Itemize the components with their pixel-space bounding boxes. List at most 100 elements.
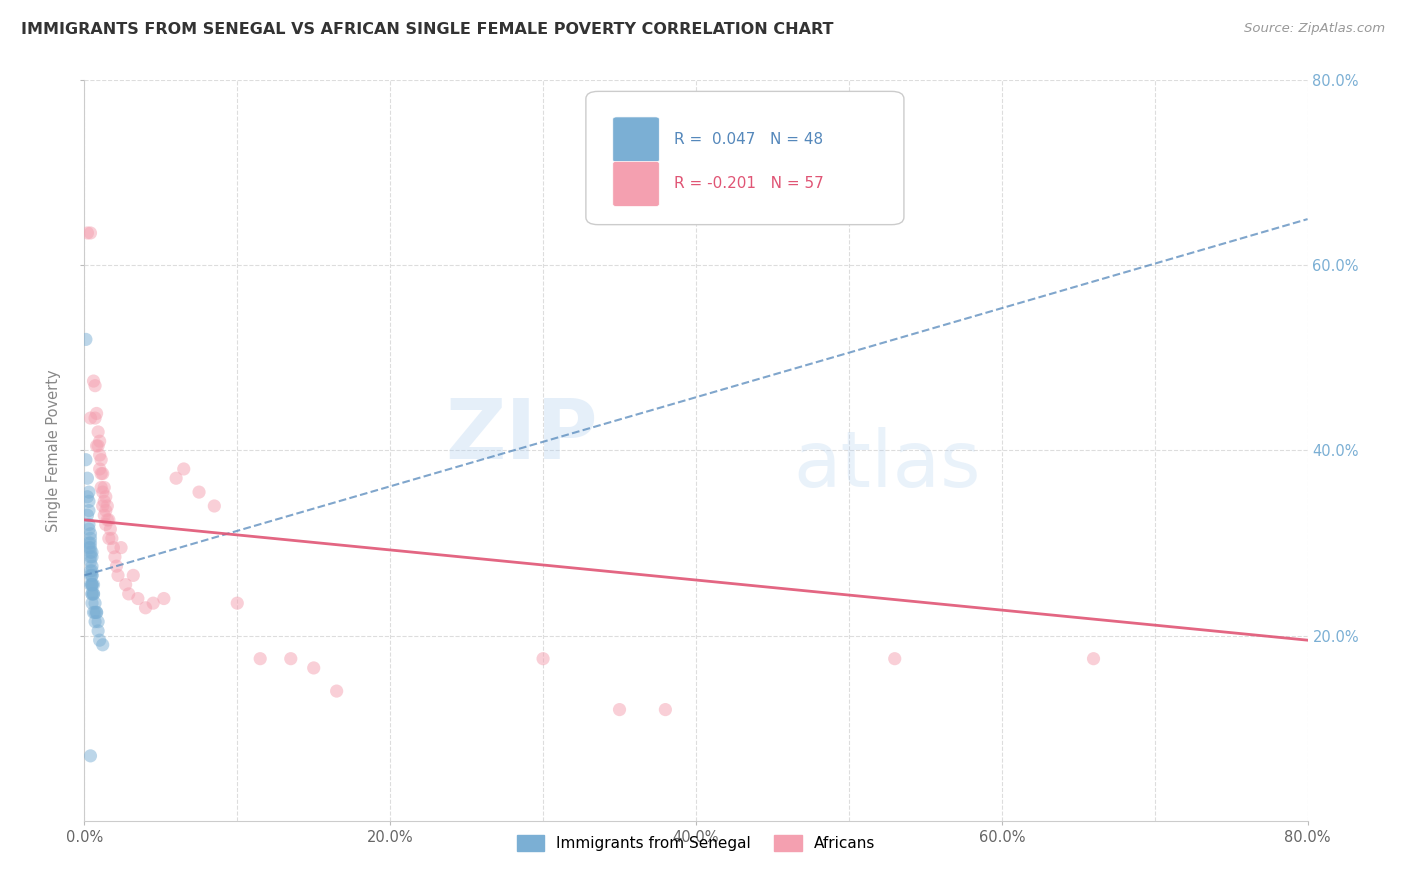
Point [77,541,100,555]
Point [80,587,103,601]
Point [86,606,108,620]
Point [90,467,112,481]
Point [80,545,103,559]
Point [77,485,100,500]
Point [173,462,195,476]
Point [98,522,121,536]
Point [83,606,105,620]
Point [325,684,347,698]
Point [76,471,98,485]
Point [165,471,187,485]
Point [80,587,103,601]
Point [89,462,111,476]
Legend: Immigrants from Senegal, Africans: Immigrants from Senegal, Africans [510,830,882,857]
Point [89,434,111,449]
Point [80,564,103,578]
Point [83,587,105,601]
Point [84,596,107,610]
Point [86,439,108,453]
Point [280,651,302,665]
Point [107,568,129,582]
Point [77,522,100,536]
Point [101,532,124,546]
Point [96,499,118,513]
Point [302,661,325,675]
Point [89,448,111,462]
Point [97,532,120,546]
Point [87,425,110,439]
Point [80,559,103,574]
Point [80,577,103,591]
Point [83,587,105,601]
Point [83,577,105,591]
Point [1083,651,1105,665]
Point [79,541,101,555]
Text: R =  0.047   N = 48: R = 0.047 N = 48 [673,132,823,147]
Point [153,591,176,606]
Point [226,596,249,610]
Point [75,332,97,346]
Point [84,615,107,629]
Point [79,748,101,763]
Point [96,513,118,527]
Point [93,508,115,523]
Point [93,481,115,495]
Text: atlas: atlas [794,427,981,503]
Point [91,485,114,500]
Point [531,651,554,665]
Point [87,624,110,638]
Point [86,407,108,421]
Point [79,549,101,564]
Point [80,577,103,591]
Point [114,577,136,591]
Point [87,439,110,453]
Point [127,591,149,606]
Point [79,564,101,578]
FancyBboxPatch shape [586,91,904,225]
Text: IMMIGRANTS FROM SENEGAL VS AFRICAN SINGLE FEMALE POVERTY CORRELATION CHART: IMMIGRANTS FROM SENEGAL VS AFRICAN SINGL… [21,22,834,37]
Y-axis label: Single Female Poverty: Single Female Poverty [46,369,62,532]
Point [94,503,117,517]
Point [91,467,114,481]
Point [91,638,114,652]
Text: Source: ZipAtlas.com: Source: ZipAtlas.com [1244,22,1385,36]
Point [654,703,676,717]
Point [94,490,117,504]
Point [79,536,101,550]
Point [79,532,101,546]
Point [188,485,211,500]
Point [75,452,97,467]
Point [90,452,112,467]
FancyBboxPatch shape [613,161,659,207]
Point [135,600,157,615]
Point [79,545,101,559]
Point [84,378,107,392]
Text: R = -0.201   N = 57: R = -0.201 N = 57 [673,177,824,192]
Point [97,513,120,527]
Text: ZIP: ZIP [446,395,598,476]
Point [84,606,107,620]
FancyBboxPatch shape [613,117,659,162]
Point [94,517,117,532]
Point [84,411,107,425]
Point [77,517,100,532]
Point [93,494,115,508]
Point [87,615,110,629]
Point [79,526,101,541]
Point [89,633,111,648]
Point [105,559,128,574]
Point [202,499,225,513]
Point [142,596,165,610]
Point [122,568,145,582]
Point [118,587,141,601]
Point [90,481,112,495]
Point [77,494,100,508]
Point [79,577,101,591]
Point [249,651,271,665]
Point [883,651,905,665]
Point [104,549,127,564]
Point [83,374,105,388]
Point [80,549,103,564]
Point [80,577,103,591]
Point [77,536,100,550]
